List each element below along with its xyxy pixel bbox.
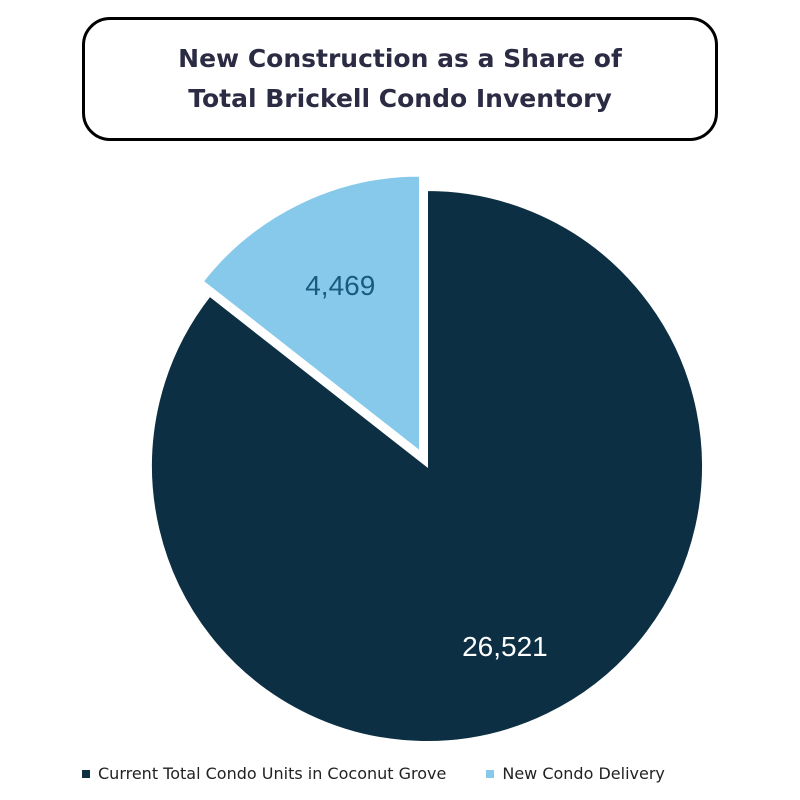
chart-title: New Construction as a Share of Total Bri…	[178, 39, 622, 119]
legend-swatch-new	[486, 769, 495, 778]
legend-label-current: Current Total Condo Units in Coconut Gro…	[98, 764, 447, 783]
pie-slice-new	[201, 174, 421, 454]
legend-swatch-current	[82, 769, 90, 778]
pie-slice-current	[150, 188, 704, 743]
pie-label-new: 4,469	[305, 270, 375, 301]
chart-title-box: New Construction as a Share of Total Bri…	[82, 17, 718, 141]
legend-item-current: Current Total Condo Units in Coconut Gro…	[82, 764, 446, 783]
chart-title-line-1: New Construction as a Share of	[178, 44, 622, 73]
chart-title-line-2: Total Brickell Condo Inventory	[188, 84, 612, 113]
legend: Current Total Condo Units in Coconut Gro…	[82, 764, 665, 783]
legend-item-new: New Condo Delivery	[486, 764, 665, 783]
legend-label-new: New Condo Delivery	[502, 764, 665, 783]
pie-label-current: 26,521	[462, 631, 548, 662]
